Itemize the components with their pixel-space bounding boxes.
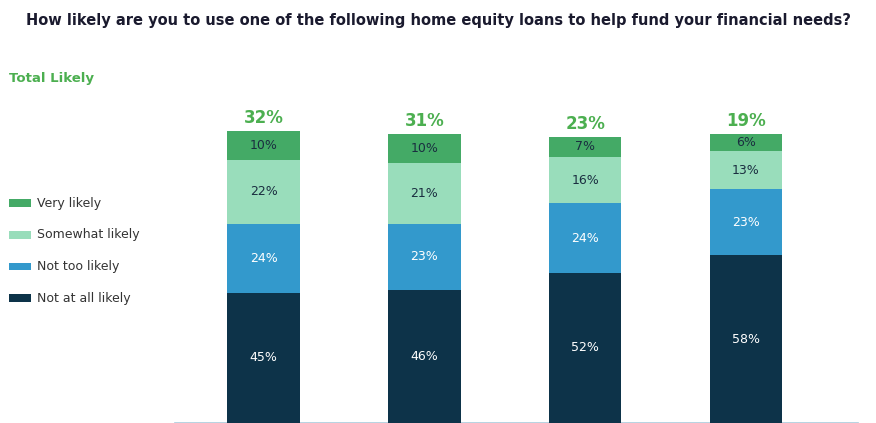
Bar <box>710 151 782 189</box>
Text: 45%: 45% <box>250 352 278 365</box>
Text: Very likely: Very likely <box>37 197 101 209</box>
Text: 10%: 10% <box>250 139 278 152</box>
Text: 58%: 58% <box>732 332 760 346</box>
Text: 6%: 6% <box>736 136 756 149</box>
Text: Not too likely: Not too likely <box>37 260 119 273</box>
Text: 24%: 24% <box>250 252 278 265</box>
Text: 23%: 23% <box>411 250 438 263</box>
Bar <box>228 160 300 223</box>
Bar <box>228 293 300 423</box>
Bar <box>388 163 461 223</box>
Bar <box>549 273 621 423</box>
Text: 13%: 13% <box>732 164 759 176</box>
Bar <box>549 157 621 203</box>
Bar <box>549 137 621 157</box>
Bar <box>388 290 461 423</box>
Text: Somewhat likely: Somewhat likely <box>37 228 139 241</box>
Text: 52%: 52% <box>571 341 599 354</box>
Text: Not at all likely: Not at all likely <box>37 292 131 305</box>
Bar <box>710 255 782 423</box>
Bar <box>710 189 782 255</box>
Bar <box>228 223 300 293</box>
Bar <box>228 131 300 160</box>
Text: 16%: 16% <box>571 174 599 187</box>
Text: How likely are you to use one of the following home equity loans to help fund yo: How likely are you to use one of the fol… <box>25 13 851 27</box>
Text: 46%: 46% <box>411 350 438 363</box>
Text: 24%: 24% <box>571 231 599 244</box>
Text: Total Likely: Total Likely <box>9 72 94 85</box>
Text: 23%: 23% <box>565 115 605 132</box>
Bar <box>710 134 782 151</box>
Text: 32%: 32% <box>244 109 284 127</box>
Text: 22%: 22% <box>250 185 278 198</box>
Bar <box>388 223 461 290</box>
Bar <box>549 203 621 273</box>
Text: 7%: 7% <box>576 140 595 154</box>
Text: 31%: 31% <box>405 112 444 129</box>
Text: 23%: 23% <box>732 216 759 228</box>
Text: 19%: 19% <box>726 112 766 129</box>
Text: 21%: 21% <box>411 187 438 200</box>
Text: 10%: 10% <box>411 142 438 155</box>
Bar <box>388 134 461 163</box>
